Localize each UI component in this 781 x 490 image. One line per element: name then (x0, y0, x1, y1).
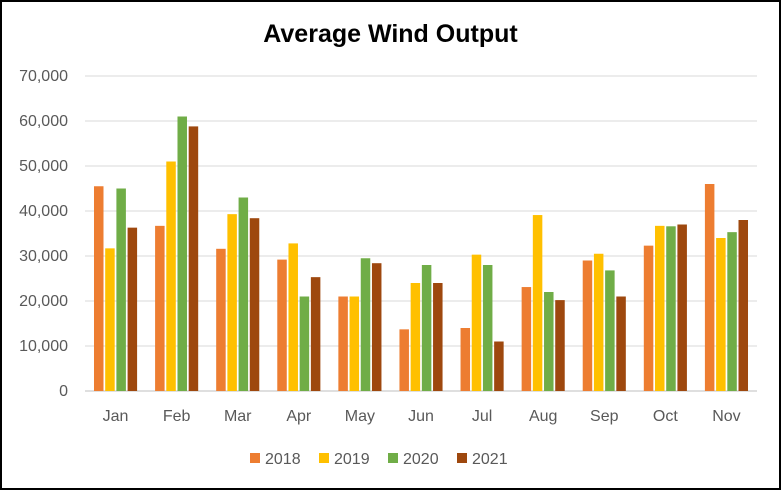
y-tick-label: 60,000 (19, 113, 68, 130)
legend-swatch-2021 (457, 453, 467, 463)
y-tick-label: 50,000 (19, 158, 68, 175)
bar-2020-nov (727, 232, 737, 391)
bar-2019-oct (655, 225, 665, 391)
bar-2021-feb (188, 126, 199, 392)
legend-label-2018: 2018 (265, 451, 301, 468)
bar-2019-jul (471, 254, 482, 391)
bar-2020-may (360, 258, 371, 391)
bar-2019-mar (227, 214, 237, 391)
bars (93, 116, 749, 392)
bar-2020-apr (299, 296, 310, 391)
x-category-label: Jan (103, 408, 129, 425)
bar-2019-apr (288, 243, 298, 391)
x-axis-categories: Jan Feb Mar Apr May Jun Jul Aug Sep Oct Nov (103, 408, 741, 425)
bar-2021-jan (127, 227, 138, 391)
bar-2018-may (338, 296, 348, 391)
x-category-label: Apr (286, 408, 312, 425)
bar-2018-oct (643, 245, 654, 391)
legend-swatch-2019 (319, 453, 329, 463)
bar-2021-apr (310, 277, 321, 391)
bar-2018-sep (582, 260, 593, 391)
bar-2020-jul (482, 265, 493, 391)
x-category-label: May (345, 408, 375, 425)
bar-2019-nov (716, 238, 726, 391)
bar-2020-oct (666, 226, 676, 391)
bar-2019-may (349, 296, 360, 391)
x-category-label: Feb (163, 408, 191, 425)
chart-title: Average Wind Output (263, 20, 518, 48)
x-category-label: Mar (224, 408, 252, 425)
bar-2020-jun (421, 265, 432, 391)
bar-2018-jul (460, 328, 471, 391)
y-tick-label: 20,000 (19, 293, 68, 310)
bar-2018-jan (93, 186, 104, 391)
bar-2019-aug (532, 215, 543, 391)
bar-2020-jan (116, 188, 126, 391)
bar-2018-apr (277, 259, 287, 391)
x-category-label: Aug (529, 408, 557, 425)
x-category-label: Oct (653, 408, 678, 425)
bar-2018-mar (216, 248, 226, 391)
y-tick-label: 30,000 (19, 248, 68, 265)
legend-swatch-2018 (250, 453, 260, 463)
bar-2018-nov (704, 184, 715, 391)
bar-2021-sep (616, 296, 626, 391)
y-tick-label: 10,000 (19, 338, 68, 355)
y-axis-ticks: 0 10,000 20,000 30,000 40,000 50,000 60,000 70,… (19, 68, 68, 400)
bar-2021-oct (677, 224, 687, 391)
legend-label-2019: 2019 (334, 451, 370, 468)
bar-2021-nov (738, 220, 749, 391)
bar-2021-jul (494, 341, 504, 391)
bar-2019-jun (410, 283, 421, 391)
y-tick-label: 40,000 (19, 203, 68, 220)
x-category-label: Sep (590, 408, 619, 425)
x-category-label: Jul (472, 408, 492, 425)
bar-2019-sep (593, 253, 604, 391)
bar-2021-mar (249, 218, 260, 391)
bar-2018-jun (399, 329, 409, 391)
x-category-label: Nov (712, 408, 740, 425)
bar-2021-aug (555, 300, 565, 391)
bar-2018-feb (155, 225, 165, 391)
bar-2019-jan (105, 248, 115, 391)
bar-2020-mar (238, 197, 249, 391)
bar-2021-may (371, 263, 382, 391)
bar-2018-aug (521, 287, 532, 391)
legend-label-2020: 2020 (403, 451, 439, 468)
bar-2020-aug (544, 292, 554, 391)
bar-2020-feb (177, 116, 187, 391)
x-category-label: Jun (408, 408, 434, 425)
bar-2020-sep (605, 270, 615, 391)
legend: 2018 2019 2020 2021 (250, 451, 508, 468)
bar-2019-feb (166, 161, 176, 391)
y-tick-label: 70,000 (19, 68, 68, 85)
legend-label-2021: 2021 (472, 451, 508, 468)
y-tick-label: 0 (59, 383, 68, 400)
legend-swatch-2020 (388, 453, 398, 463)
bar-2021-jun (433, 283, 443, 391)
